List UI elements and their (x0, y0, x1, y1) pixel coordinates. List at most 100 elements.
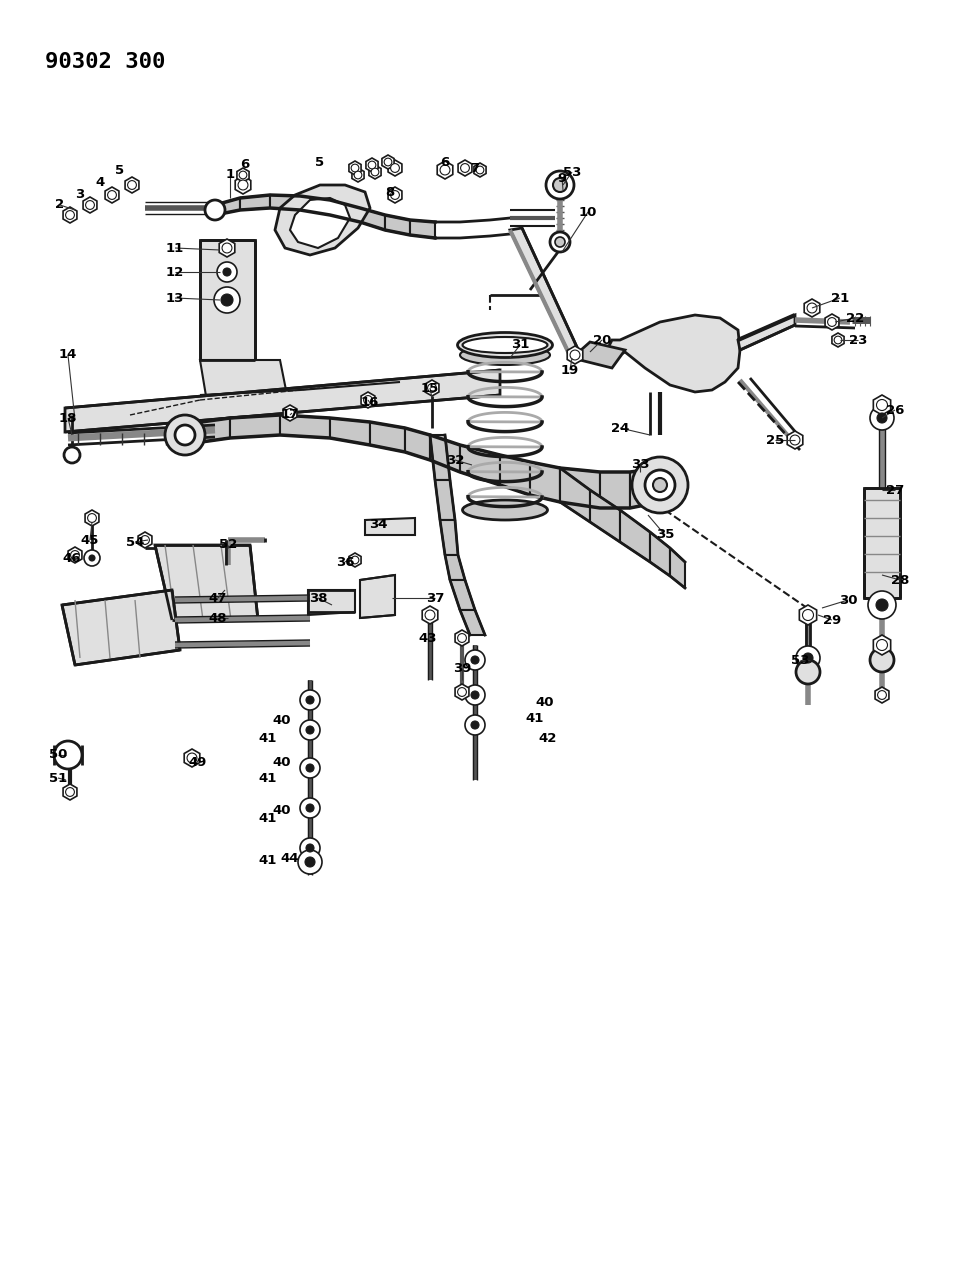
Polygon shape (63, 784, 77, 799)
Circle shape (632, 456, 688, 513)
Circle shape (471, 657, 479, 664)
Polygon shape (230, 414, 280, 439)
Polygon shape (435, 479, 455, 520)
Circle shape (877, 399, 887, 411)
Polygon shape (410, 221, 435, 238)
Polygon shape (873, 635, 891, 655)
Polygon shape (456, 630, 469, 646)
Circle shape (286, 408, 294, 417)
Text: 19: 19 (561, 363, 579, 376)
Text: 21: 21 (831, 292, 849, 305)
Circle shape (465, 650, 485, 669)
Text: 41: 41 (526, 711, 544, 724)
Text: 26: 26 (886, 403, 904, 417)
Text: 41: 41 (259, 732, 277, 745)
Polygon shape (456, 683, 469, 700)
Circle shape (306, 805, 314, 812)
Polygon shape (500, 455, 530, 495)
Polygon shape (360, 575, 395, 618)
Circle shape (877, 413, 887, 423)
Polygon shape (180, 418, 230, 445)
Text: 30: 30 (838, 593, 858, 607)
Polygon shape (280, 414, 330, 439)
Text: 44: 44 (281, 852, 299, 864)
Text: 41: 41 (259, 771, 277, 784)
Polygon shape (650, 532, 670, 576)
Polygon shape (405, 428, 430, 460)
Polygon shape (155, 544, 258, 620)
Text: 12: 12 (166, 265, 184, 278)
Text: 6: 6 (440, 156, 450, 168)
Text: 22: 22 (846, 311, 864, 325)
Circle shape (877, 640, 887, 650)
Text: 48: 48 (209, 612, 227, 625)
Circle shape (140, 536, 149, 544)
Polygon shape (275, 185, 370, 255)
Text: 1: 1 (225, 168, 235, 181)
Polygon shape (237, 168, 249, 182)
Polygon shape (235, 176, 251, 194)
Circle shape (238, 180, 248, 190)
Polygon shape (460, 609, 485, 635)
Circle shape (555, 237, 565, 247)
Circle shape (803, 653, 813, 663)
Circle shape (460, 163, 470, 172)
Polygon shape (349, 161, 361, 175)
Circle shape (471, 691, 479, 699)
Polygon shape (864, 488, 900, 598)
Circle shape (425, 609, 435, 620)
Circle shape (354, 171, 362, 179)
Text: 3: 3 (75, 189, 85, 201)
Polygon shape (620, 510, 650, 562)
Circle shape (351, 556, 359, 564)
Polygon shape (530, 462, 560, 502)
Circle shape (796, 646, 820, 669)
Text: 2: 2 (55, 199, 65, 212)
Circle shape (440, 164, 450, 175)
Text: 41: 41 (259, 853, 277, 867)
Polygon shape (445, 555, 465, 580)
Polygon shape (422, 606, 437, 623)
Text: 36: 36 (336, 556, 354, 569)
Text: 15: 15 (421, 381, 439, 394)
Circle shape (239, 171, 246, 179)
Ellipse shape (462, 337, 547, 353)
Polygon shape (349, 553, 361, 567)
Circle shape (175, 425, 195, 445)
Polygon shape (474, 163, 486, 177)
Circle shape (645, 470, 675, 500)
Polygon shape (873, 395, 891, 414)
Polygon shape (875, 687, 889, 703)
Text: 28: 28 (891, 574, 909, 586)
Polygon shape (385, 215, 410, 235)
Polygon shape (330, 418, 370, 445)
Circle shape (550, 232, 570, 252)
Circle shape (878, 691, 886, 700)
Text: 29: 29 (823, 613, 841, 626)
Polygon shape (83, 198, 96, 213)
Text: 45: 45 (81, 533, 99, 547)
Circle shape (571, 351, 579, 360)
Polygon shape (65, 370, 500, 432)
Polygon shape (330, 200, 360, 222)
Circle shape (108, 190, 117, 199)
Circle shape (457, 634, 466, 643)
Circle shape (88, 514, 96, 523)
Circle shape (870, 405, 894, 430)
Text: 39: 39 (453, 662, 471, 674)
Circle shape (128, 181, 137, 190)
Polygon shape (787, 431, 803, 449)
Circle shape (790, 435, 800, 445)
Polygon shape (300, 196, 330, 215)
Circle shape (477, 166, 484, 173)
Text: 40: 40 (273, 756, 291, 769)
Polygon shape (430, 435, 460, 472)
Circle shape (306, 696, 314, 704)
Circle shape (350, 555, 360, 565)
Polygon shape (370, 422, 405, 453)
Polygon shape (388, 187, 402, 203)
Polygon shape (361, 391, 375, 408)
Circle shape (221, 295, 233, 306)
Circle shape (300, 838, 320, 858)
Polygon shape (184, 748, 200, 768)
